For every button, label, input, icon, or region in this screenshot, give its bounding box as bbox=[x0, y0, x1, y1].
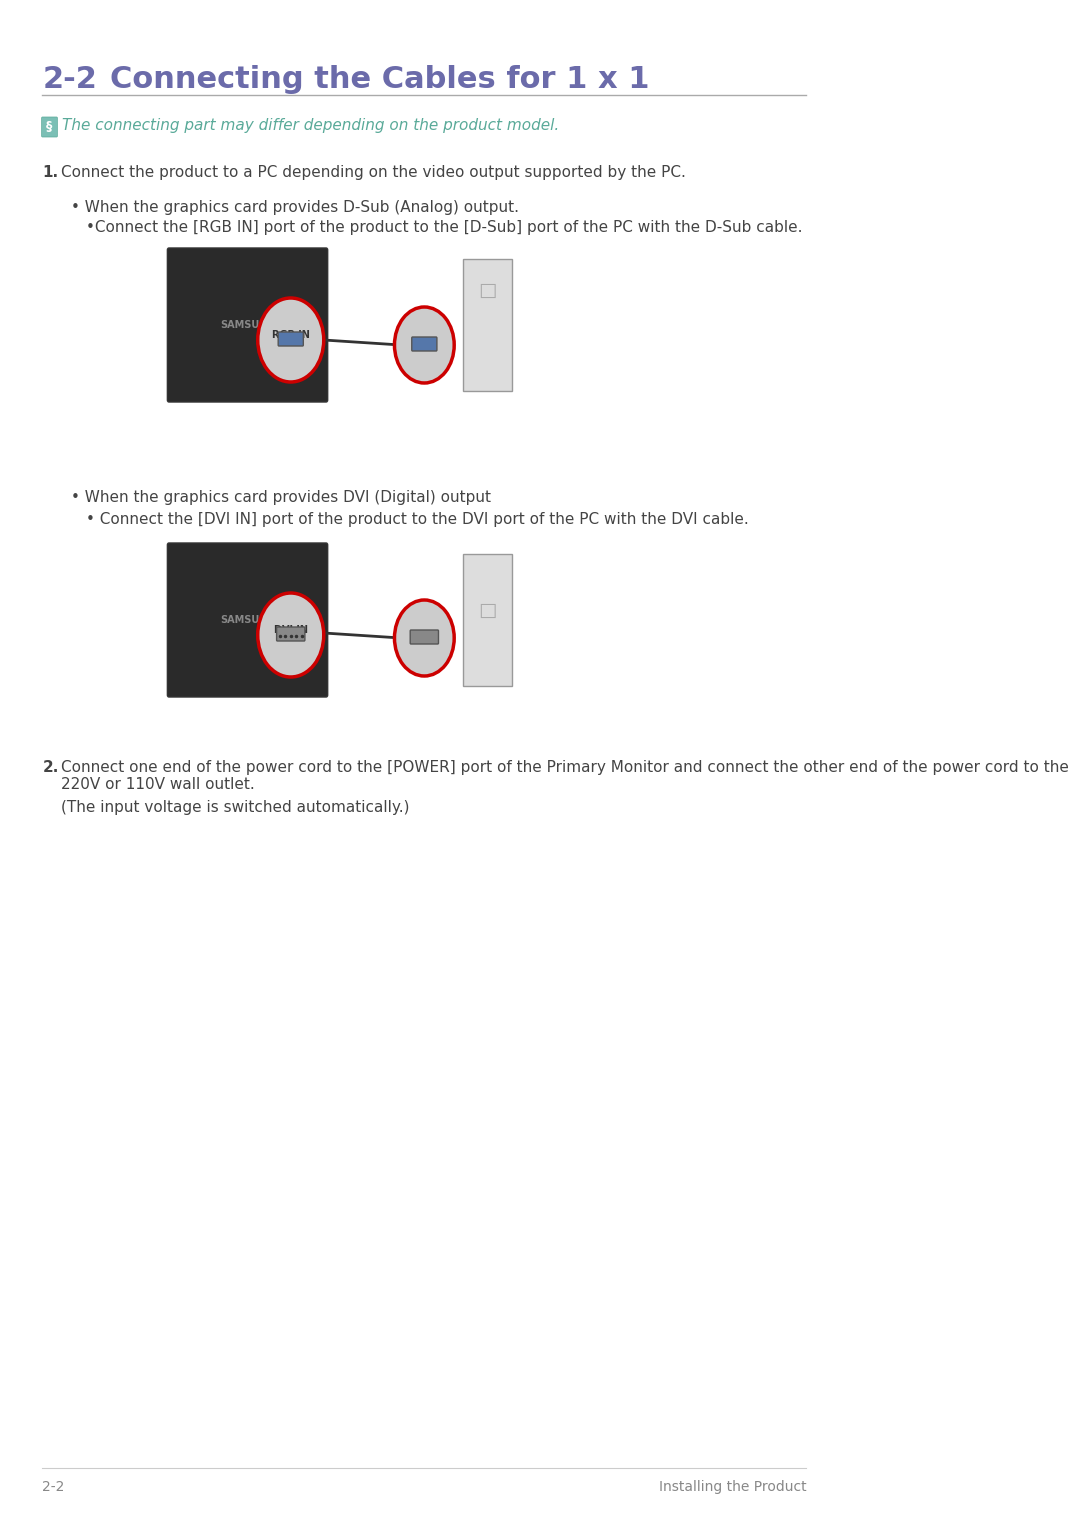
FancyBboxPatch shape bbox=[167, 247, 327, 402]
Text: •Connect the [RGB IN] port of the product to the [D-Sub] port of the PC with the: •Connect the [RGB IN] port of the produc… bbox=[86, 220, 802, 235]
Circle shape bbox=[394, 307, 455, 383]
FancyBboxPatch shape bbox=[42, 118, 57, 137]
Text: 2-2: 2-2 bbox=[42, 66, 97, 95]
Text: Connect the product to a PC depending on the video output supported by the PC.: Connect the product to a PC depending on… bbox=[62, 165, 686, 180]
Text: Connecting the Cables for 1 x 1: Connecting the Cables for 1 x 1 bbox=[110, 66, 649, 95]
FancyBboxPatch shape bbox=[463, 554, 512, 686]
Text: • Connect the [DVI IN] port of the product to the DVI port of the PC with the DV: • Connect the [DVI IN] port of the produ… bbox=[86, 512, 750, 527]
Text: 1.: 1. bbox=[42, 165, 58, 180]
Text: • When the graphics card provides DVI (Digital) output: • When the graphics card provides DVI (D… bbox=[70, 490, 490, 505]
Text: Connect one end of the power cord to the [POWER] port of the Primary Monitor and: Connect one end of the power cord to the… bbox=[62, 760, 1069, 793]
FancyBboxPatch shape bbox=[410, 631, 438, 644]
FancyBboxPatch shape bbox=[411, 337, 437, 351]
FancyBboxPatch shape bbox=[463, 260, 512, 391]
Text: 2.: 2. bbox=[42, 760, 58, 776]
FancyBboxPatch shape bbox=[276, 628, 305, 641]
Text: The connecting part may differ depending on the product model.: The connecting part may differ depending… bbox=[62, 118, 559, 133]
Text: RGB IN: RGB IN bbox=[272, 330, 310, 341]
FancyBboxPatch shape bbox=[167, 544, 327, 696]
Circle shape bbox=[394, 600, 455, 676]
Text: • When the graphics card provides D-Sub (Analog) output.: • When the graphics card provides D-Sub … bbox=[70, 200, 518, 215]
Text: 2-2: 2-2 bbox=[42, 1480, 65, 1493]
Circle shape bbox=[258, 592, 324, 676]
Circle shape bbox=[258, 298, 324, 382]
FancyBboxPatch shape bbox=[279, 331, 303, 347]
Text: SAMSUNG: SAMSUNG bbox=[220, 615, 275, 625]
Text: □: □ bbox=[478, 600, 497, 620]
Text: (The input voltage is switched automatically.): (The input voltage is switched automatic… bbox=[62, 800, 409, 815]
Text: §: § bbox=[46, 121, 53, 133]
Text: □: □ bbox=[478, 281, 497, 299]
Text: Installing the Product: Installing the Product bbox=[659, 1480, 807, 1493]
Text: SAMSUNG: SAMSUNG bbox=[220, 321, 275, 330]
Text: DVI IN: DVI IN bbox=[273, 625, 308, 635]
